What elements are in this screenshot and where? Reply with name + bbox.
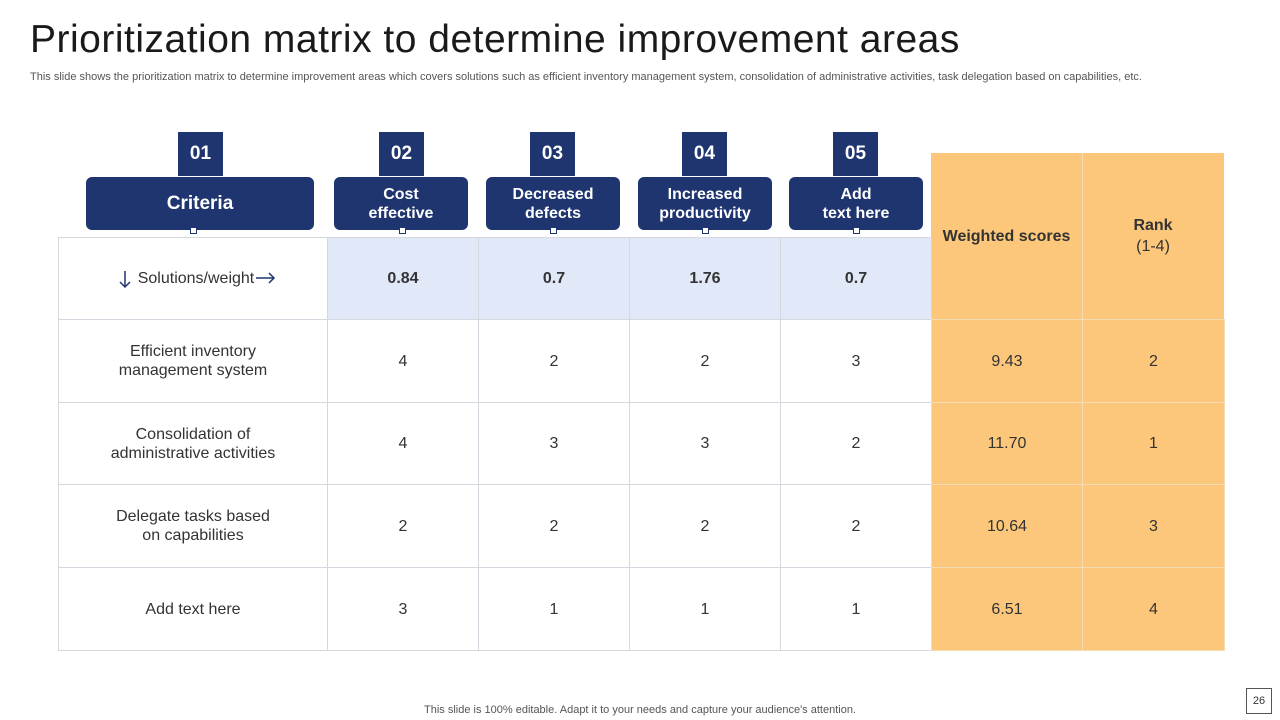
subtitle: This slide shows the prioritization matr… bbox=[30, 71, 1142, 83]
rating-cell: 2 bbox=[780, 402, 932, 485]
weighted-header: Weighted scores bbox=[942, 227, 1071, 245]
rating-cell: 4 bbox=[327, 319, 479, 403]
criteria-header: Criteria bbox=[86, 177, 314, 230]
rank-range: (1-4) bbox=[1136, 237, 1170, 255]
score-cell: 9.43 bbox=[931, 319, 1083, 403]
rating-cell: 1 bbox=[780, 567, 932, 651]
criteria-header: Add text here bbox=[789, 177, 923, 230]
score-cell: 10.64 bbox=[931, 484, 1083, 568]
score-cell: 4 bbox=[1082, 567, 1225, 651]
connector-dot bbox=[399, 227, 406, 234]
criteria-header: Cost effective bbox=[334, 177, 468, 230]
solution-cell: Efficient inventory management system bbox=[58, 319, 328, 403]
rank-header: Rank bbox=[1133, 216, 1173, 234]
rating-cell: 2 bbox=[478, 319, 630, 403]
weight-cell: 0.84 bbox=[327, 237, 479, 320]
rating-cell: 2 bbox=[478, 484, 630, 568]
score-cell: 3 bbox=[1082, 484, 1225, 568]
connector-dot bbox=[702, 227, 709, 234]
footer-note: This slide is 100% editable. Adapt it to… bbox=[424, 704, 856, 716]
rating-cell: 3 bbox=[780, 319, 932, 403]
right-arrow bbox=[256, 272, 276, 284]
rating-cell: 3 bbox=[629, 402, 781, 485]
solution-cell: Delegate tasks based on capabilities bbox=[58, 484, 328, 568]
rating-cell: 2 bbox=[327, 484, 479, 568]
solution-cell: Consolidation of administrative activiti… bbox=[58, 402, 328, 485]
step-number: 01 bbox=[178, 132, 223, 176]
rating-cell: 3 bbox=[327, 567, 479, 651]
connector-dot bbox=[550, 227, 557, 234]
rating-cell: 2 bbox=[780, 484, 932, 568]
connector-dot bbox=[190, 227, 197, 234]
score-cell: 11.70 bbox=[931, 402, 1083, 485]
criteria-header: Increased productivity bbox=[638, 177, 772, 230]
connector-dot bbox=[853, 227, 860, 234]
step-number: 03 bbox=[530, 132, 575, 176]
rating-cell: 2 bbox=[629, 484, 781, 568]
weights-label-cell bbox=[58, 237, 328, 320]
score-cell: 6.51 bbox=[931, 567, 1083, 651]
rating-cell: 1 bbox=[629, 567, 781, 651]
score-cell: 2 bbox=[1082, 319, 1225, 403]
rating-cell: 4 bbox=[327, 402, 479, 485]
rating-cell: 3 bbox=[478, 402, 630, 485]
rating-cell: 1 bbox=[478, 567, 630, 651]
weight-cell: 0.7 bbox=[780, 237, 932, 320]
weight-cell: 0.7 bbox=[478, 237, 630, 320]
page-number: 26 bbox=[1246, 688, 1272, 714]
down-arrow bbox=[119, 271, 131, 289]
criteria-header: Decreased defects bbox=[486, 177, 620, 230]
weights-label: Solutions/weight bbox=[137, 269, 255, 287]
step-number: 02 bbox=[379, 132, 424, 176]
score-cell: 1 bbox=[1082, 402, 1225, 485]
orange-divider bbox=[1082, 153, 1083, 650]
rating-cell: 2 bbox=[629, 319, 781, 403]
title: Prioritization matrix to determine impro… bbox=[30, 18, 960, 61]
solution-cell: Add text here bbox=[58, 567, 328, 651]
weight-cell: 1.76 bbox=[629, 237, 781, 320]
step-number: 04 bbox=[682, 132, 727, 176]
step-number: 05 bbox=[833, 132, 878, 176]
